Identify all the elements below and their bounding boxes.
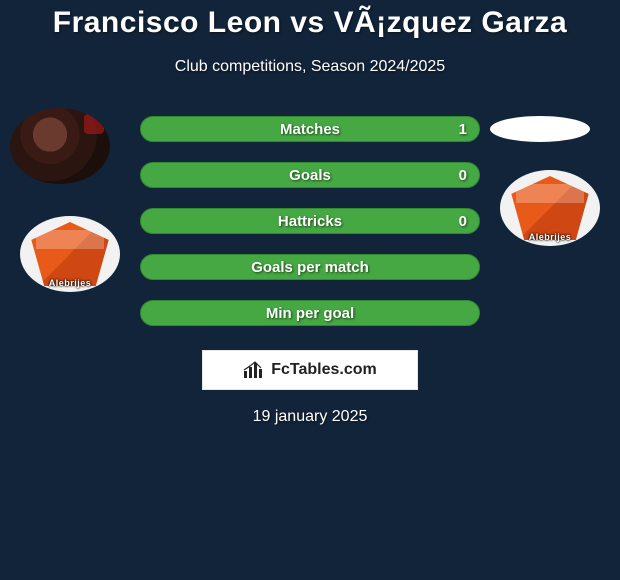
club-logo-label: Alebrijes bbox=[500, 232, 600, 242]
stat-row-goals-per-match: Goals per match bbox=[140, 254, 480, 280]
stat-label: Goals per match bbox=[251, 259, 369, 276]
player-2-club-logo: Alebrijes bbox=[500, 170, 600, 246]
page-title: Francisco Leon vs VÃ¡zquez Garza bbox=[0, 0, 620, 40]
stat-row-goals: Goals 0 bbox=[140, 162, 480, 188]
date-label: 19 january 2025 bbox=[0, 408, 620, 426]
stat-row-min-per-goal: Min per goal bbox=[140, 300, 480, 326]
stat-label: Matches bbox=[280, 121, 340, 138]
bar-chart-icon bbox=[243, 361, 265, 379]
comparison-card: Francisco Leon vs VÃ¡zquez Garza Club co… bbox=[0, 0, 620, 580]
player-1-avatar bbox=[10, 108, 110, 184]
stat-row-hattricks: Hattricks 0 bbox=[140, 208, 480, 234]
stat-value-right: 0 bbox=[459, 167, 467, 184]
club-logo-label: Alebrijes bbox=[20, 278, 120, 288]
stat-value-right: 0 bbox=[459, 213, 467, 230]
brand-text: FcTables.com bbox=[271, 361, 377, 379]
content-area: Alebrijes Alebrijes Matches 1 Goals 0 Ha… bbox=[0, 100, 620, 350]
stat-bars: Matches 1 Goals 0 Hattricks 0 Goals per … bbox=[140, 116, 480, 346]
stat-row-matches: Matches 1 bbox=[140, 116, 480, 142]
stat-label: Hattricks bbox=[278, 213, 342, 230]
club-shield-icon bbox=[507, 176, 593, 240]
stat-label: Min per goal bbox=[266, 305, 354, 322]
player-1-club-logo: Alebrijes bbox=[20, 216, 120, 292]
player-2-avatar bbox=[490, 116, 590, 142]
subtitle: Club competitions, Season 2024/2025 bbox=[0, 58, 620, 76]
stat-label: Goals bbox=[289, 167, 331, 184]
brand-attribution: FcTables.com bbox=[202, 350, 418, 390]
club-shield-icon bbox=[27, 222, 113, 286]
stat-value-right: 1 bbox=[459, 121, 467, 138]
